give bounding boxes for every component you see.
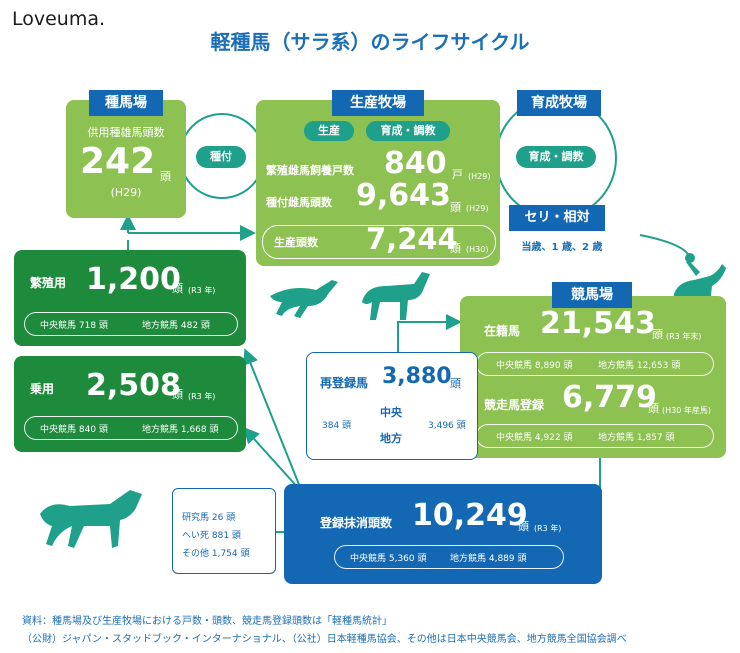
logo: Loveuma.	[12, 8, 106, 30]
breeding-use-value: 1,200	[86, 262, 181, 297]
arrow-to-riding-use	[243, 427, 301, 491]
bred-year: (H29)	[466, 204, 489, 213]
breeding-farm-tag: 生産牧場	[332, 90, 424, 116]
training-farm-tag: 育成牧場	[517, 90, 601, 116]
research-horses: 研究馬 26 頭	[182, 513, 236, 523]
breeding-use-unit: 頭	[172, 282, 183, 295]
riding-use-unit: 頭	[172, 388, 183, 401]
dereg-year: (R3 年)	[534, 524, 562, 533]
enrolled-value: 21,543	[540, 306, 656, 341]
dereg-central: 中央競馬 5,360 頭	[350, 554, 427, 564]
stud-value: 242	[80, 141, 156, 182]
breeding-use-local: 地方競馬 482 頭	[142, 321, 210, 331]
mating-pill: 種付	[196, 146, 246, 168]
other-outcomes-box	[172, 488, 276, 574]
breeding-use-year: (R3 年)	[188, 286, 216, 295]
prod-value: 7,244	[366, 222, 458, 256]
mare-label: 繁殖雌馬飼養戸数	[266, 164, 354, 177]
reg-local: 地方競馬 1,857 頭	[598, 433, 675, 443]
bred-label: 種付雌馬頭数	[266, 196, 332, 209]
footnote-line1: 資料：種馬場及び生産牧場における戸数・頭数、競走馬登録頭数は「軽種馬統計」	[22, 616, 392, 627]
mare-unit: 戸	[452, 168, 463, 181]
prod-label: 生産頭数	[274, 236, 318, 249]
enrolled-unit: 頭	[652, 328, 663, 341]
riding-use-value: 2,508	[86, 368, 181, 403]
rereg-label: 再登録馬	[320, 376, 369, 390]
breeding-use-box	[14, 250, 246, 346]
reg-label: 競走馬登録	[484, 398, 545, 412]
production-pill: 生産	[304, 121, 354, 141]
reregistration-box	[306, 352, 478, 460]
dereg-value: 10,249	[412, 498, 528, 533]
stud-farm-box	[66, 100, 186, 218]
production-count-pill	[262, 225, 496, 259]
riding-use-box	[14, 356, 246, 452]
breeding-use-central: 中央競馬 718 頭	[40, 321, 108, 331]
rereg-unit: 頭	[450, 377, 461, 390]
enrolled-label: 在籍馬	[484, 324, 521, 338]
stud-year: (H29)	[110, 186, 142, 199]
bred-unit: 頭	[450, 201, 461, 214]
deregistration-box	[284, 484, 602, 584]
riding-use-label: 乗用	[30, 382, 55, 396]
racecourse-tag: 競馬場	[552, 282, 632, 308]
mare-year: (H29)	[468, 172, 491, 181]
breeding-use-breakdown	[24, 312, 238, 336]
riding-use-breakdown	[24, 416, 238, 440]
racecourse-box	[460, 296, 726, 458]
auction-sub: 当歳、1 歳、2 歳	[521, 242, 603, 253]
reg-year: (H30 年産馬)	[662, 406, 711, 415]
rereg-central: 中央	[380, 406, 402, 419]
riding-use-year: (R3 年)	[188, 392, 216, 401]
dereg-local: 地方競馬 4,889 頭	[450, 554, 527, 564]
enrolled-year: (R3 年末)	[666, 332, 702, 341]
rereg-local: 地方	[380, 432, 402, 445]
raising-pill: 育成・調教	[366, 121, 450, 141]
rereg-right-count: 3,496 頭	[428, 421, 466, 431]
running-horses-icon	[270, 272, 430, 320]
enrolled-local: 地方競馬 12,653 頭	[598, 361, 681, 371]
stud-label: 供用種雄馬頭数	[87, 126, 165, 139]
stud-farm-tag: 種馬場	[89, 90, 163, 116]
prod-year: (H30)	[466, 245, 489, 254]
reg-value: 6,779	[562, 380, 657, 415]
stud-unit: 頭	[160, 170, 171, 183]
reg-unit: 頭	[648, 402, 659, 415]
auction-tag: セリ・相対	[509, 205, 605, 231]
rereg-value: 3,880	[382, 364, 452, 389]
deaths: へい死 881 頭	[182, 531, 241, 541]
riding-use-central: 中央競馬 840 頭	[40, 425, 108, 435]
rereg-left-count: 384 頭	[322, 421, 352, 431]
reg-central: 中央競馬 4,922 頭	[496, 433, 573, 443]
training-pill: 育成・調教	[516, 146, 596, 168]
riding-use-local: 地方競馬 1,668 頭	[142, 425, 219, 435]
other-count: その他 1,754 頭	[182, 549, 250, 559]
page-title: 軽種馬（サラ系）のライフサイクル	[210, 30, 530, 54]
footnote-line2: （公財）ジャパン・スタッドブック・インターナショナル、（公社）日本軽種馬協会、そ…	[22, 634, 627, 645]
arrow-to-breeding-use	[243, 348, 301, 488]
enrolled-central: 中央競馬 8,890 頭	[496, 361, 573, 371]
prod-unit: 頭	[450, 242, 461, 255]
breeding-use-label: 繁殖用	[30, 276, 67, 290]
mare-value: 840	[384, 146, 447, 181]
bred-value: 9,643	[356, 178, 451, 213]
dereg-unit: 頭	[518, 520, 529, 533]
dereg-breakdown	[334, 545, 564, 569]
dereg-label: 登録抹消頭数	[320, 516, 393, 530]
horse-silhouette-icon	[40, 490, 142, 548]
